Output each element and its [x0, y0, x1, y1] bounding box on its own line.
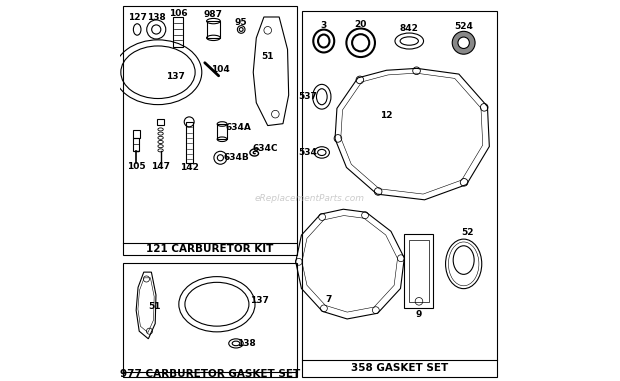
Text: 634C: 634C [253, 144, 278, 153]
Circle shape [452, 31, 475, 54]
Text: 358 GASKET SET: 358 GASKET SET [351, 363, 448, 373]
Text: 121 CARBURETOR KIT: 121 CARBURETOR KIT [146, 244, 273, 254]
Text: 20: 20 [355, 20, 367, 29]
Bar [404, 234, 433, 308]
Text: eReplacementParts.com: eReplacementParts.com [255, 194, 365, 203]
Bar [133, 138, 140, 151]
Text: 138: 138 [237, 339, 256, 348]
Text: 51: 51 [262, 53, 274, 61]
Bar [217, 124, 227, 139]
Bar [303, 11, 497, 377]
Text: 105: 105 [127, 162, 146, 171]
Text: 534: 534 [298, 148, 317, 157]
Text: 987: 987 [204, 10, 223, 19]
Text: 634A: 634A [225, 123, 251, 132]
Text: 977 CARBURETOR GASKET SET: 977 CARBURETOR GASKET SET [120, 370, 300, 379]
Text: 52: 52 [461, 228, 474, 237]
Bar [133, 130, 140, 138]
Text: 12: 12 [380, 112, 392, 120]
Text: 127: 127 [128, 13, 146, 22]
Text: 7: 7 [325, 295, 331, 304]
Text: 106: 106 [169, 9, 187, 18]
Text: 3: 3 [321, 21, 327, 29]
Text: 147: 147 [151, 162, 170, 171]
Text: 51: 51 [148, 302, 161, 311]
Bar [409, 240, 429, 302]
Text: 842: 842 [400, 24, 419, 33]
Bar [206, 21, 220, 38]
Text: 137: 137 [250, 296, 269, 305]
Bar [157, 119, 164, 125]
Circle shape [458, 37, 469, 48]
Text: 104: 104 [211, 65, 229, 74]
Text: 137: 137 [166, 72, 185, 80]
Text: 95: 95 [235, 18, 247, 27]
Text: 138: 138 [147, 13, 166, 22]
Bar [186, 122, 193, 163]
Text: 537: 537 [298, 92, 317, 101]
Text: 524: 524 [454, 22, 473, 31]
Bar [123, 6, 296, 255]
Bar [123, 263, 296, 377]
Text: 142: 142 [180, 163, 198, 172]
Text: 634B: 634B [224, 153, 249, 162]
Bar [173, 17, 183, 47]
Text: 9: 9 [416, 310, 422, 319]
